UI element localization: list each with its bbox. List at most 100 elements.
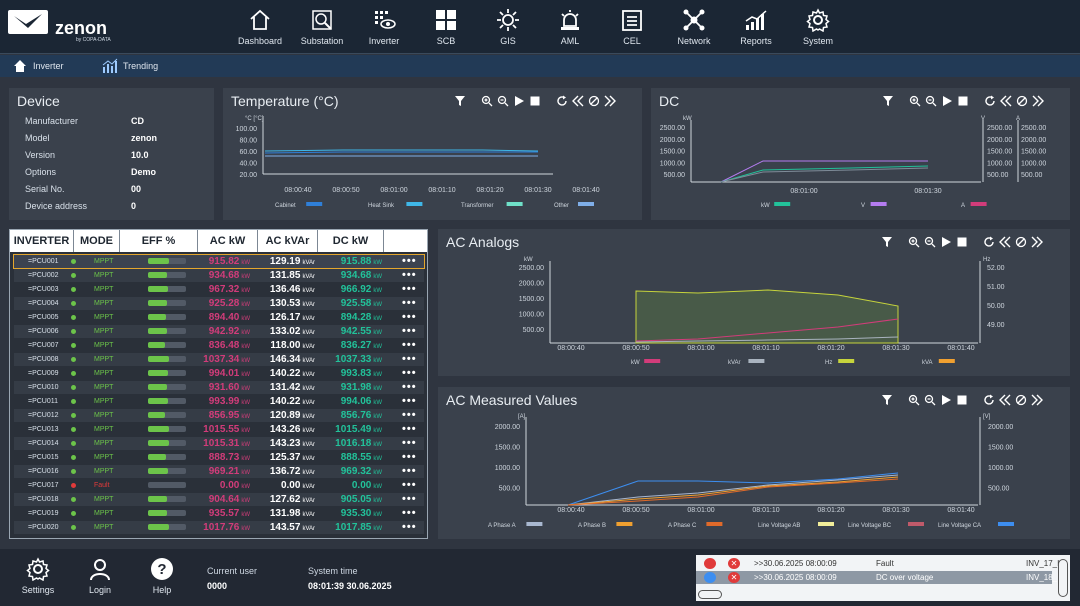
table-row[interactable]: =PCU016 MPPT 969.21 kW 136.72 kVAr 969.32 kW ••• bbox=[14, 465, 424, 478]
rewind-icon[interactable] bbox=[571, 94, 584, 107]
rewind-icon[interactable] bbox=[999, 94, 1012, 107]
nav-reports-button[interactable]: Reports bbox=[726, 6, 786, 50]
col-mode[interactable]: MODE bbox=[74, 230, 120, 252]
table-row[interactable]: =PCU015 MPPT 888.73 kW 125.37 kVAr 888.55 kW ••• bbox=[14, 451, 424, 464]
nav-dashboard-button[interactable]: Dashboard bbox=[230, 6, 290, 50]
zoom-in-icon[interactable] bbox=[907, 393, 920, 406]
table-row[interactable]: =PCU008 MPPT 1037.34 kW 146.34 kVAr 1037.33 kW •… bbox=[14, 353, 424, 366]
subnav-inverter[interactable]: Inverter bbox=[12, 58, 64, 74]
more-options-icon[interactable]: ••• bbox=[402, 395, 417, 407]
disable-icon[interactable] bbox=[587, 94, 600, 107]
disable-icon[interactable] bbox=[1014, 235, 1027, 248]
table-row[interactable]: =PCU011 MPPT 993.99 kW 140.22 kVAr 994.06 kW ••• bbox=[14, 395, 424, 408]
nav-cel-button[interactable]: CEL bbox=[602, 6, 662, 50]
zoom-in-icon[interactable] bbox=[907, 235, 920, 248]
col-eff[interactable]: EFF % bbox=[120, 230, 198, 252]
table-row[interactable]: =PCU003 MPPT 967.32 kW 136.46 kVAr 966.92 kW ••• bbox=[14, 283, 424, 296]
col-ac-kw[interactable]: AC kW bbox=[198, 230, 258, 252]
zoom-in-icon[interactable] bbox=[480, 94, 493, 107]
table-row[interactable]: =PCU007 MPPT 836.48 kW 118.00 kVAr 836.27 kW ••• bbox=[14, 339, 424, 352]
play-icon[interactable] bbox=[940, 94, 953, 107]
filter-icon[interactable] bbox=[881, 94, 894, 107]
vertical-scrollbar[interactable] bbox=[1058, 559, 1068, 597]
play-icon[interactable] bbox=[939, 393, 952, 406]
more-options-icon[interactable]: ••• bbox=[402, 339, 417, 351]
more-options-icon[interactable]: ••• bbox=[402, 479, 417, 491]
play-icon[interactable] bbox=[512, 94, 525, 107]
more-options-icon[interactable]: ••• bbox=[402, 451, 417, 463]
more-options-icon[interactable]: ••• bbox=[402, 381, 417, 393]
more-options-icon[interactable]: ••• bbox=[402, 367, 417, 379]
subnav-trending[interactable]: Trending bbox=[102, 58, 158, 74]
table-row[interactable]: =PCU006 MPPT 942.92 kW 133.02 kVAr 942.55 kW ••• bbox=[14, 325, 424, 338]
nav-system-button[interactable]: System bbox=[788, 6, 848, 50]
filter-icon[interactable] bbox=[880, 393, 893, 406]
more-options-icon[interactable]: ••• bbox=[402, 409, 417, 421]
alarm-row[interactable]: ✕ >>30.06.2025 08:00:09 DC over voltage … bbox=[696, 571, 1057, 584]
refresh-icon[interactable] bbox=[982, 393, 995, 406]
nav-inverter-button[interactable]: Inverter bbox=[354, 6, 414, 50]
zoom-in-icon[interactable] bbox=[908, 94, 921, 107]
login-button[interactable]: Login bbox=[80, 557, 120, 595]
refresh-icon[interactable] bbox=[982, 235, 995, 248]
forward-icon[interactable] bbox=[1030, 393, 1043, 406]
forward-icon[interactable] bbox=[603, 94, 616, 107]
disable-icon[interactable] bbox=[1015, 94, 1028, 107]
zoom-out-icon[interactable] bbox=[923, 235, 936, 248]
table-row[interactable]: =PCU014 MPPT 1015.31 kW 143.23 kVAr 1016.18 kW •… bbox=[14, 437, 424, 450]
table-row[interactable]: =PCU001 MPPT 915.82 kW 129.19 kVAr 915.88 kW ••• bbox=[13, 254, 425, 269]
refresh-icon[interactable] bbox=[983, 94, 996, 107]
more-options-icon[interactable]: ••• bbox=[402, 311, 417, 323]
stop-icon[interactable] bbox=[955, 393, 968, 406]
zoom-out-icon[interactable] bbox=[923, 393, 936, 406]
more-options-icon[interactable]: ••• bbox=[402, 353, 417, 365]
forward-icon[interactable] bbox=[1030, 235, 1043, 248]
table-row[interactable]: =PCU013 MPPT 1015.55 kW 143.26 kVAr 1015.49 kW •… bbox=[14, 423, 424, 436]
play-icon[interactable] bbox=[939, 235, 952, 248]
filter-icon[interactable] bbox=[453, 94, 466, 107]
horizontal-scrollbar[interactable] bbox=[698, 590, 722, 599]
col-ac-kvar[interactable]: AC kVAr bbox=[258, 230, 318, 252]
forward-icon[interactable] bbox=[1031, 94, 1044, 107]
help-button[interactable]: ? Help bbox=[142, 557, 182, 595]
more-options-icon[interactable]: ••• bbox=[402, 269, 417, 281]
stop-icon[interactable] bbox=[955, 235, 968, 248]
col-dc-kw[interactable]: DC kW bbox=[318, 230, 384, 252]
nav-gis-button[interactable]: GIS bbox=[478, 6, 538, 50]
table-row[interactable]: =PCU010 MPPT 931.60 kW 131.42 kVAr 931.98 kW ••• bbox=[14, 381, 424, 394]
table-row[interactable]: =PCU002 MPPT 934.68 kW 131.85 kVAr 934.68 kW ••• bbox=[14, 269, 424, 282]
table-row[interactable]: =PCU009 MPPT 994.01 kW 140.22 kVAr 993.83 kW ••• bbox=[14, 367, 424, 380]
filter-icon[interactable] bbox=[880, 235, 893, 248]
settings-button[interactable]: Settings bbox=[18, 557, 58, 595]
more-options-icon[interactable]: ••• bbox=[402, 507, 417, 519]
nav-scb-button[interactable]: SCB bbox=[416, 6, 476, 50]
more-options-icon[interactable]: ••• bbox=[402, 423, 417, 435]
table-row[interactable]: =PCU018 MPPT 904.64 kW 127.62 kVAr 905.05 kW ••• bbox=[14, 493, 424, 506]
nav-network-button[interactable]: Network bbox=[664, 6, 724, 50]
alarm-row[interactable]: ✕ >>30.06.2025 08:00:09 Fault INV_17_I bbox=[696, 557, 1059, 570]
table-row[interactable]: =PCU020 MPPT 1017.76 kW 143.57 kVAr 1017.85 kW •… bbox=[14, 521, 424, 534]
more-options-icon[interactable]: ••• bbox=[402, 465, 417, 477]
table-row[interactable]: =PCU019 MPPT 935.57 kW 131.98 kVAr 935.30 kW ••• bbox=[14, 507, 424, 520]
nav-aml-button[interactable]: AML bbox=[540, 6, 600, 50]
nav-substation-button[interactable]: Substation bbox=[292, 6, 352, 50]
more-options-icon[interactable]: ••• bbox=[402, 521, 417, 533]
rewind-icon[interactable] bbox=[998, 393, 1011, 406]
refresh-icon[interactable] bbox=[555, 94, 568, 107]
more-options-icon[interactable]: ••• bbox=[402, 325, 417, 337]
more-options-icon[interactable]: ••• bbox=[402, 255, 417, 267]
more-options-icon[interactable]: ••• bbox=[402, 297, 417, 309]
alarm-acknowledge-icon[interactable] bbox=[704, 572, 716, 583]
disable-icon[interactable] bbox=[1014, 393, 1027, 406]
table-row[interactable]: =PCU012 MPPT 856.95 kW 120.89 kVAr 856.76 kW ••• bbox=[14, 409, 424, 422]
rewind-icon[interactable] bbox=[998, 235, 1011, 248]
stop-icon[interactable] bbox=[956, 94, 969, 107]
zoom-out-icon[interactable] bbox=[924, 94, 937, 107]
more-options-icon[interactable]: ••• bbox=[402, 493, 417, 505]
more-options-icon[interactable]: ••• bbox=[402, 283, 417, 295]
alarm-acknowledge-icon[interactable] bbox=[704, 558, 716, 569]
table-row[interactable]: =PCU017 Fault 0.00 kW 0.00 kVAr 0.00 kW ••• bbox=[14, 479, 424, 492]
stop-icon[interactable] bbox=[528, 94, 541, 107]
zoom-out-icon[interactable] bbox=[496, 94, 509, 107]
more-options-icon[interactable]: ••• bbox=[402, 437, 417, 449]
